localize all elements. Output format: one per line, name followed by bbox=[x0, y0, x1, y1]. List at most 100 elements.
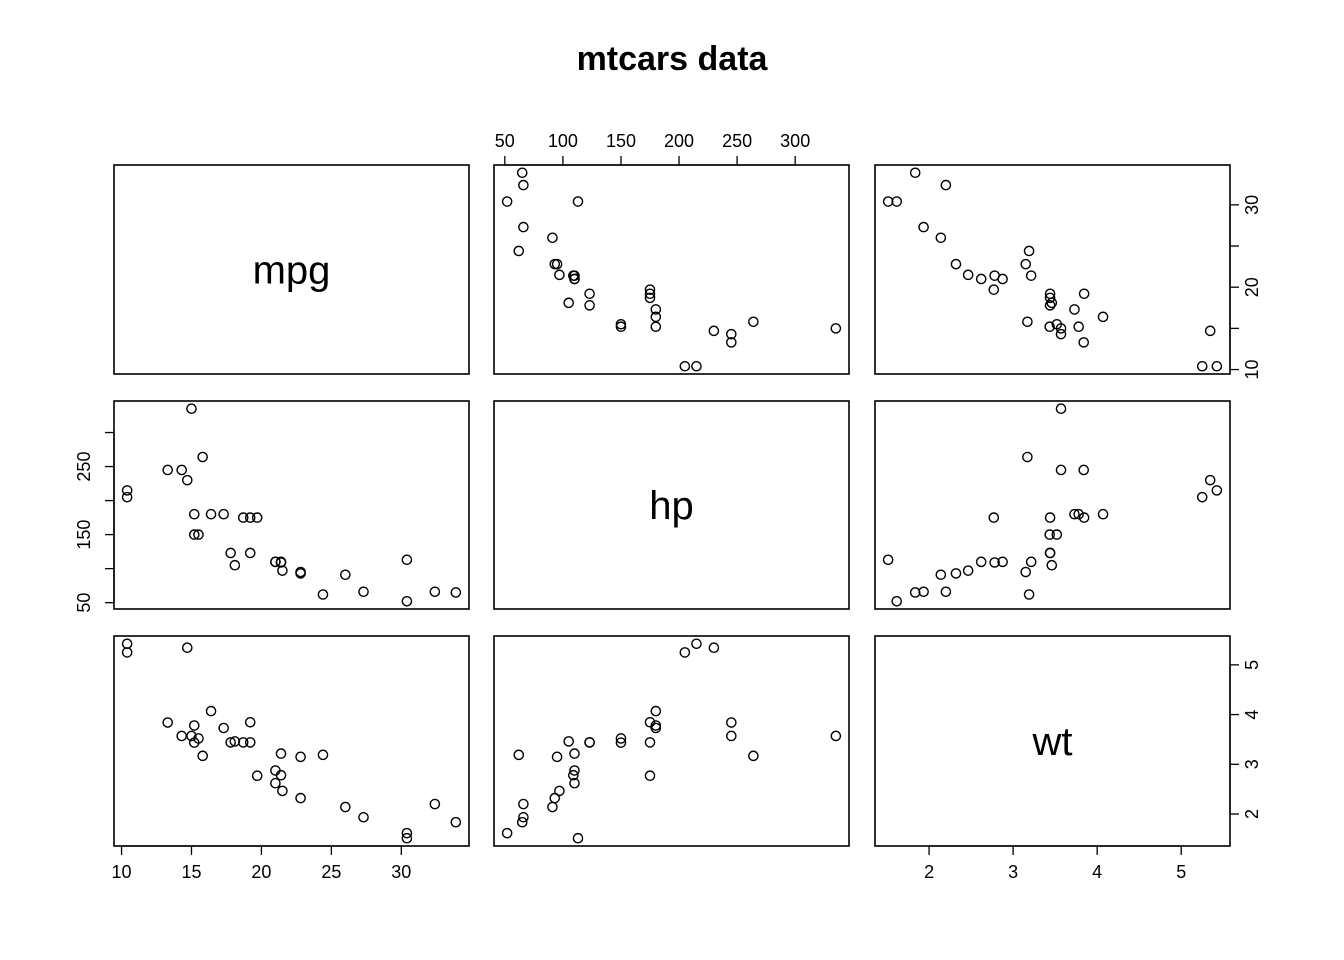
mpg-bottom-tick-label-30: 30 bbox=[391, 862, 411, 882]
point-wt-vs-hp-12 bbox=[650, 705, 662, 717]
point-hp-vs-mpg-12 bbox=[205, 508, 217, 520]
point-mpg-vs-hp-18 bbox=[518, 179, 529, 191]
point-wt-vs-mpg-18 bbox=[429, 798, 441, 810]
hp-top-tick-label-50: 50 bbox=[495, 131, 515, 151]
point-hp-vs-mpg-29 bbox=[197, 451, 208, 463]
point-mpg-vs-wt-31 bbox=[1055, 323, 1067, 334]
point-mpg-vs-wt-29 bbox=[1022, 316, 1033, 328]
point-mpg-vs-hp-21 bbox=[554, 269, 565, 281]
point-hp-vs-wt-2 bbox=[997, 556, 1008, 568]
point-mpg-vs-wt-18 bbox=[940, 179, 952, 191]
point-hp-vs-mpg-27 bbox=[340, 569, 351, 581]
panel-hp-hp-frame bbox=[493, 400, 850, 610]
point-mpg-vs-hp-16 bbox=[691, 360, 702, 372]
mpg-right-tick-label-20: 20 bbox=[1242, 277, 1262, 297]
point-mpg-vs-hp-9 bbox=[551, 258, 563, 270]
point-wt-vs-hp-9 bbox=[551, 751, 563, 763]
point-hp-vs-wt-13 bbox=[1069, 508, 1080, 520]
point-wt-vs-mpg-9 bbox=[295, 751, 306, 763]
hp-top-tick-label-300: 300 bbox=[780, 131, 810, 151]
point-mpg-vs-hp-27 bbox=[547, 232, 558, 244]
point-wt-vs-mpg-16 bbox=[121, 638, 133, 650]
point-hp-vs-wt-26 bbox=[918, 586, 929, 598]
point-hp-vs-mpg-24 bbox=[162, 464, 174, 476]
point-hp-vs-wt-27 bbox=[935, 569, 947, 581]
point-mpg-vs-wt-8 bbox=[1023, 245, 1035, 257]
panel-mpg-hp-frame bbox=[493, 164, 850, 375]
point-wt-vs-hp-15 bbox=[679, 647, 691, 658]
point-hp-vs-wt-8 bbox=[1023, 589, 1035, 600]
point-wt-vs-hp-16 bbox=[691, 638, 702, 650]
point-mpg-vs-hp-32 bbox=[568, 270, 579, 281]
point-wt-vs-mpg-29 bbox=[197, 750, 208, 762]
panel-wt-hp-frame bbox=[493, 635, 850, 847]
point-hp-vs-mpg-8 bbox=[317, 589, 329, 600]
point-wt-vs-mpg-5 bbox=[237, 737, 249, 748]
point-wt-vs-hp-20 bbox=[516, 816, 528, 828]
point-hp-vs-wt-14 bbox=[1073, 508, 1084, 520]
point-wt-vs-mpg-6 bbox=[229, 736, 241, 747]
point-mpg-vs-hp-8 bbox=[513, 245, 525, 257]
wt-right-tick-label-4: 4 bbox=[1242, 710, 1262, 720]
mpg-right-tick-label-30: 30 bbox=[1242, 195, 1262, 215]
point-hp-vs-mpg-26 bbox=[358, 586, 369, 598]
point-wt-vs-mpg-24 bbox=[162, 717, 174, 728]
point-mpg-vs-hp-30 bbox=[644, 284, 656, 295]
point-mpg-vs-wt-16 bbox=[1211, 360, 1223, 372]
point-mpg-vs-wt-3 bbox=[950, 258, 962, 270]
point-hp-vs-wt-7 bbox=[1055, 464, 1067, 476]
point-wt-vs-mpg-26 bbox=[358, 811, 369, 823]
point-mpg-vs-wt-12 bbox=[1097, 311, 1109, 323]
point-mpg-vs-wt-13 bbox=[1069, 304, 1080, 315]
point-hp-vs-wt-19 bbox=[891, 596, 903, 607]
hp-top-tick-label-150: 150 bbox=[606, 131, 636, 151]
point-hp-vs-mpg-13 bbox=[218, 508, 229, 520]
point-wt-vs-hp-25 bbox=[644, 716, 656, 728]
point-mpg-vs-hp-10 bbox=[584, 288, 595, 300]
point-wt-vs-hp-7 bbox=[726, 730, 737, 742]
point-mpg-vs-wt-17 bbox=[1204, 325, 1216, 337]
diagonal-label-wt: wt bbox=[1032, 720, 1073, 764]
point-wt-vs-hp-30 bbox=[644, 770, 656, 782]
point-wt-vs-hp-31 bbox=[830, 730, 842, 742]
point-wt-vs-hp-14 bbox=[650, 720, 662, 731]
point-wt-vs-hp-23 bbox=[615, 737, 627, 748]
point-hp-vs-mpg-2 bbox=[270, 556, 281, 568]
point-hp-vs-mpg-10 bbox=[244, 547, 256, 559]
point-mpg-vs-hp-14 bbox=[650, 321, 662, 333]
point-wt-vs-hp-17 bbox=[708, 642, 720, 654]
point-wt-vs-mpg-11 bbox=[225, 737, 236, 748]
point-wt-vs-mpg-8 bbox=[317, 749, 329, 761]
point-hp-vs-wt-21 bbox=[962, 565, 974, 576]
point-wt-vs-hp-8 bbox=[513, 749, 525, 761]
point-mpg-vs-hp-25 bbox=[644, 288, 656, 300]
wt-bottom-tick-label-2: 2 bbox=[924, 862, 934, 882]
point-mpg-vs-wt-23 bbox=[1044, 321, 1055, 333]
point-wt-vs-hp-19 bbox=[501, 827, 513, 839]
point-mpg-vs-hp-7 bbox=[726, 328, 737, 340]
point-hp-vs-wt-11 bbox=[1044, 547, 1056, 559]
point-hp-vs-mpg-23 bbox=[188, 529, 200, 540]
point-hp-vs-mpg-30 bbox=[251, 512, 263, 523]
point-hp-vs-wt-22 bbox=[1051, 529, 1063, 540]
panel-mpg-wt-frame bbox=[874, 164, 1231, 375]
point-wt-vs-hp-18 bbox=[518, 798, 529, 810]
point-mpg-vs-hp-29 bbox=[748, 316, 759, 328]
point-mpg-vs-wt-11 bbox=[1044, 300, 1056, 311]
point-mpg-vs-wt-24 bbox=[1078, 337, 1090, 348]
point-wt-vs-mpg-30 bbox=[251, 770, 263, 782]
point-mpg-vs-hp-23 bbox=[615, 321, 627, 333]
point-hp-vs-mpg-18 bbox=[429, 586, 441, 598]
point-mpg-vs-hp-28 bbox=[572, 196, 584, 207]
point-mpg-vs-hp-31 bbox=[830, 323, 842, 334]
point-wt-vs-mpg-4 bbox=[275, 748, 287, 759]
point-hp-vs-mpg-22 bbox=[193, 529, 204, 540]
point-hp-vs-wt-17 bbox=[1204, 474, 1216, 486]
point-wt-vs-hp-32 bbox=[568, 769, 579, 781]
point-wt-vs-mpg-14 bbox=[188, 720, 200, 731]
point-hp-vs-wt-1 bbox=[975, 556, 987, 568]
point-hp-vs-wt-16 bbox=[1211, 485, 1223, 496]
point-wt-vs-hp-6 bbox=[563, 736, 575, 747]
mpg-bottom-tick-label-15: 15 bbox=[181, 862, 201, 882]
